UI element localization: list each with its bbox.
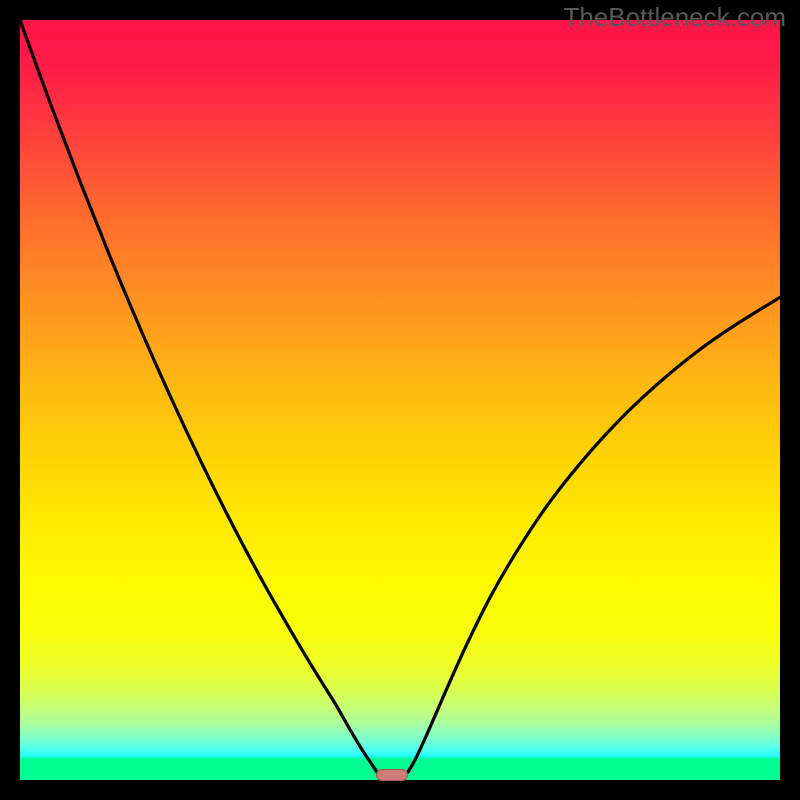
chart-stage: TheBottleneck.com: [0, 0, 800, 800]
minimum-marker: [376, 769, 408, 781]
watermark-text: TheBottleneck.com: [563, 2, 786, 33]
gradient-background: [20, 20, 780, 780]
plot-frame: [20, 20, 780, 780]
